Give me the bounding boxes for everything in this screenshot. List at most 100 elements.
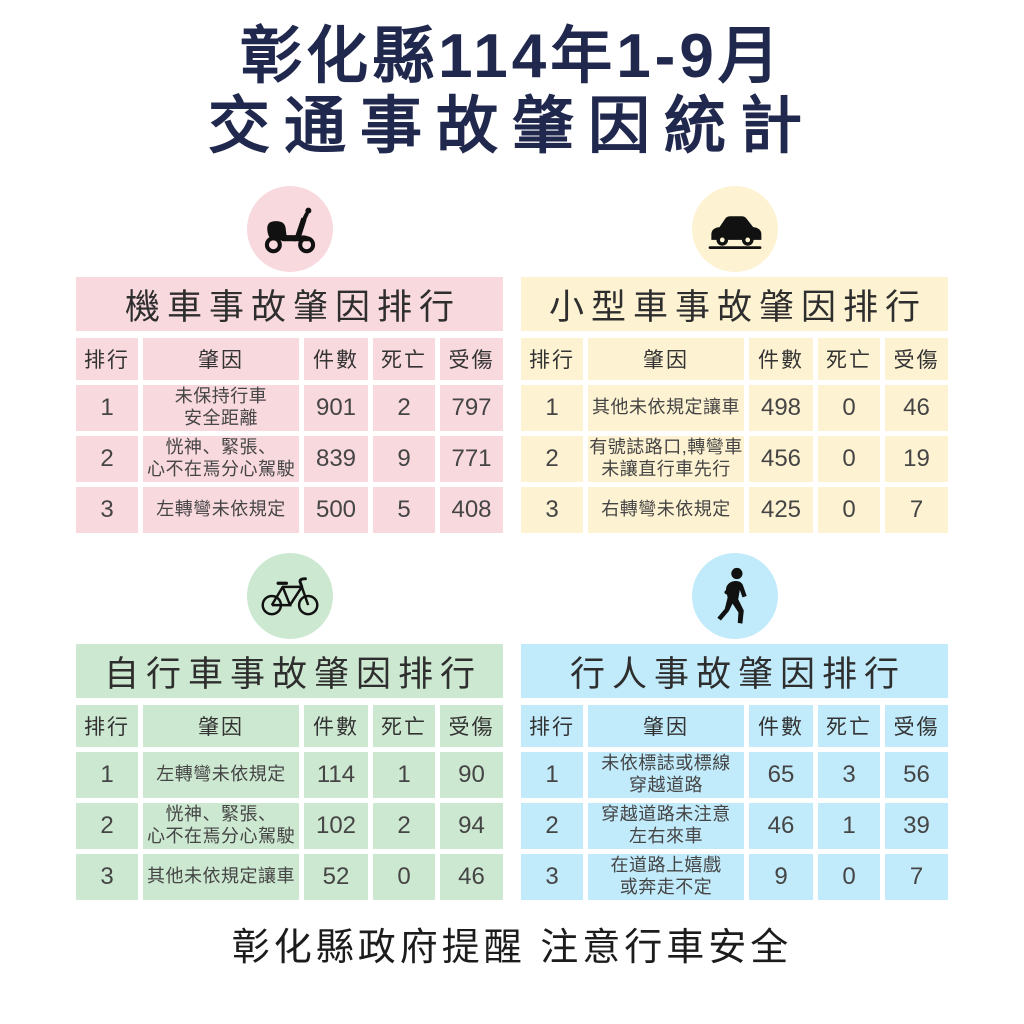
injuries-cell: 94 <box>440 803 503 850</box>
tables-grid: 機車事故肇因排行 排行 肇因 件數 死亡 受傷 1 未保持行車 安全距離 901… <box>0 186 1024 901</box>
table-small-car: 排行 肇因 件數 死亡 受傷 1 其他未依規定讓車 498 0 46 2 有號誌… <box>521 338 948 534</box>
col-header-rank: 排行 <box>76 338 138 381</box>
col-header-rank: 排行 <box>76 705 138 748</box>
cases-cell: 498 <box>749 385 813 432</box>
col-header-cause: 肇因 <box>588 705 744 748</box>
col-header-cause: 肇因 <box>143 705 299 748</box>
rank-cell: 1 <box>76 752 138 799</box>
section-title-motorcycle: 機車事故肇因排行 <box>76 277 503 332</box>
deaths-cell: 1 <box>373 752 435 799</box>
table-motorcycle: 排行 肇因 件數 死亡 受傷 1 未保持行車 安全距離 901 2 797 2 … <box>76 338 503 534</box>
rank-cell: 3 <box>76 487 138 534</box>
car-icon <box>708 216 761 250</box>
cases-cell: 9 <box>749 854 813 901</box>
col-header-injuries: 受傷 <box>885 705 948 748</box>
cause-cell: 穿越道路未注意 左右來車 <box>588 803 744 850</box>
injuries-cell: 408 <box>440 487 503 534</box>
injuries-cell: 90 <box>440 752 503 799</box>
cases-cell: 114 <box>304 752 368 799</box>
deaths-cell: 0 <box>818 487 880 534</box>
cause-cell: 有號誌路口,轉彎車 未讓直行車先行 <box>588 436 744 483</box>
cause-cell: 其他未依規定讓車 <box>588 385 744 432</box>
section-title-pedestrian: 行人事故肇因排行 <box>521 644 948 699</box>
rank-cell: 1 <box>521 385 583 432</box>
deaths-cell: 1 <box>818 803 880 850</box>
cause-cell: 恍神、緊張、 心不在焉分心駕駛 <box>143 803 299 850</box>
deaths-cell: 2 <box>373 803 435 850</box>
small-car-icon-row <box>521 186 948 274</box>
footer-reminder: 彰化縣政府提醒 注意行車安全 <box>231 927 793 970</box>
rank-cell: 2 <box>76 436 138 483</box>
injuries-cell: 46 <box>440 854 503 901</box>
cause-cell: 恍神、緊張、 心不在焉分心駕駛 <box>143 436 299 483</box>
bicycle-icon-badge <box>246 553 333 640</box>
injuries-cell: 39 <box>885 803 948 850</box>
col-header-rank: 排行 <box>521 705 583 748</box>
col-header-deaths: 死亡 <box>818 338 880 381</box>
col-header-cases: 件數 <box>304 338 368 381</box>
page-title: 彰化縣114年1-9月 交通事故肇因統計 <box>0 0 1024 162</box>
section-motorcycle: 機車事故肇因排行 排行 肇因 件數 死亡 受傷 1 未保持行車 安全距離 901… <box>76 186 503 534</box>
bicycle-icon-row <box>76 553 503 641</box>
col-header-deaths: 死亡 <box>818 705 880 748</box>
deaths-cell: 0 <box>373 854 435 901</box>
cases-cell: 52 <box>304 854 368 901</box>
rank-cell: 3 <box>521 487 583 534</box>
page-title-line2: 交通事故肇因統計 <box>207 92 816 162</box>
cases-cell: 901 <box>304 385 368 432</box>
cause-cell: 左轉彎未依規定 <box>143 752 299 799</box>
cases-cell: 500 <box>304 487 368 534</box>
scooter-icon <box>264 207 315 254</box>
col-header-cases: 件數 <box>749 705 813 748</box>
cases-cell: 65 <box>749 752 813 799</box>
col-header-cases: 件數 <box>749 338 813 381</box>
injuries-cell: 771 <box>440 436 503 483</box>
deaths-cell: 0 <box>818 436 880 483</box>
rank-cell: 2 <box>521 803 583 850</box>
deaths-cell: 9 <box>373 436 435 483</box>
cause-cell: 其他未依規定讓車 <box>143 854 299 901</box>
cases-cell: 456 <box>749 436 813 483</box>
injuries-cell: 56 <box>885 752 948 799</box>
deaths-cell: 0 <box>818 854 880 901</box>
table-bicycle: 排行 肇因 件數 死亡 受傷 1 左轉彎未依規定 114 1 90 2 恍神、緊… <box>76 705 503 901</box>
cases-cell: 425 <box>749 487 813 534</box>
motorcycle-icon-row <box>76 186 503 274</box>
cause-cell: 右轉彎未依規定 <box>588 487 744 534</box>
pedestrian-icon <box>716 568 747 624</box>
rank-cell: 3 <box>521 854 583 901</box>
rank-cell: 2 <box>521 436 583 483</box>
rank-cell: 1 <box>521 752 583 799</box>
deaths-cell: 0 <box>818 385 880 432</box>
col-header-injuries: 受傷 <box>440 705 503 748</box>
col-header-injuries: 受傷 <box>885 338 948 381</box>
rank-cell: 2 <box>76 803 138 850</box>
pedestrian-icon-row <box>521 553 948 641</box>
injuries-cell: 19 <box>885 436 948 483</box>
col-header-rank: 排行 <box>521 338 583 381</box>
injuries-cell: 797 <box>440 385 503 432</box>
motorcycle-icon-badge <box>246 186 333 273</box>
section-small-car: 小型車事故肇因排行 排行 肇因 件數 死亡 受傷 1 其他未依規定讓車 498 … <box>521 186 948 534</box>
table-pedestrian: 排行 肇因 件數 死亡 受傷 1 未依標誌或標線 穿越道路 65 3 56 2 … <box>521 705 948 901</box>
col-header-injuries: 受傷 <box>440 338 503 381</box>
page-title-line1: 彰化縣114年1-9月 <box>240 22 784 91</box>
deaths-cell: 5 <box>373 487 435 534</box>
cases-cell: 839 <box>304 436 368 483</box>
rank-cell: 3 <box>76 854 138 901</box>
section-pedestrian: 行人事故肇因排行 排行 肇因 件數 死亡 受傷 1 未依標誌或標線 穿越道路 6… <box>521 553 948 901</box>
injuries-cell: 7 <box>885 487 948 534</box>
cause-cell: 未保持行車 安全距離 <box>143 385 299 432</box>
col-header-cases: 件數 <box>304 705 368 748</box>
cause-cell: 在道路上嬉戲 或奔走不定 <box>588 854 744 901</box>
section-title-bicycle: 自行車事故肇因排行 <box>76 644 503 699</box>
rank-cell: 1 <box>76 385 138 432</box>
cases-cell: 102 <box>304 803 368 850</box>
injuries-cell: 7 <box>885 854 948 901</box>
small-car-icon-badge <box>691 186 778 273</box>
section-bicycle: 自行車事故肇因排行 排行 肇因 件數 死亡 受傷 1 左轉彎未依規定 114 1… <box>76 553 503 901</box>
cause-cell: 左轉彎未依規定 <box>143 487 299 534</box>
bicycle-icon <box>261 577 318 616</box>
col-header-deaths: 死亡 <box>373 338 435 381</box>
